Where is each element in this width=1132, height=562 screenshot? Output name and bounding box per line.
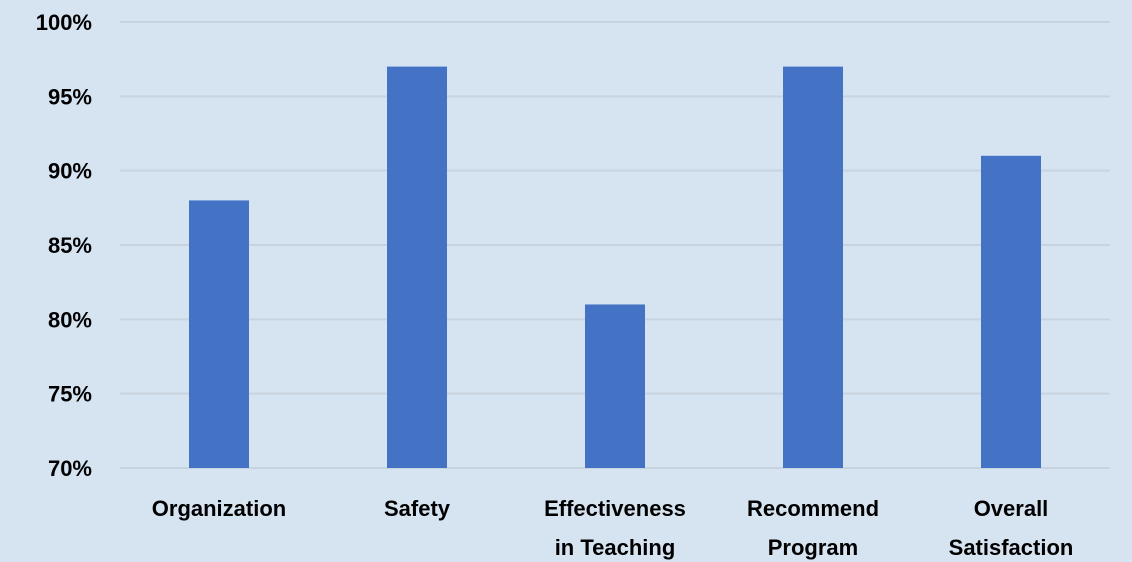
x-category-label-line: Overall [974, 496, 1049, 521]
bar [981, 155, 1041, 469]
x-category-label-line: Satisfaction [949, 535, 1074, 560]
bar [585, 304, 645, 468]
x-category-label-line: Program [768, 535, 858, 560]
x-category-label: Organization [152, 496, 286, 521]
x-category-label: Safety [384, 496, 451, 521]
y-tick-label: 70% [48, 456, 92, 481]
x-category-label: Effectiveness in Teaching [544, 496, 686, 560]
x-category-label-line: Organization [152, 496, 286, 521]
y-tick-label: 75% [48, 382, 92, 407]
x-category-label-line: Safety [384, 496, 451, 521]
x-category-label-line: Recommend [747, 496, 879, 521]
x-category-label: Recommend Program [747, 496, 879, 560]
x-category-label-line: in Teaching [555, 535, 676, 560]
x-axis-categories: Organization Safety Effectiveness in Teachi… [152, 496, 1074, 560]
y-tick-label: 100% [36, 10, 92, 35]
bar [387, 66, 447, 468]
x-category-label-line: Effectiveness [544, 496, 686, 521]
x-category-label: Overall Satisfaction [949, 496, 1074, 560]
y-tick-label: 80% [48, 307, 92, 332]
bars [189, 66, 1041, 469]
y-tick-label: 85% [48, 233, 92, 258]
y-axis-ticks: 70% 75% 80% 85% 90% 95% 100% [36, 10, 92, 481]
y-tick-label: 90% [48, 159, 92, 184]
y-tick-label: 95% [48, 84, 92, 109]
bar [189, 200, 249, 468]
bar [783, 66, 843, 468]
